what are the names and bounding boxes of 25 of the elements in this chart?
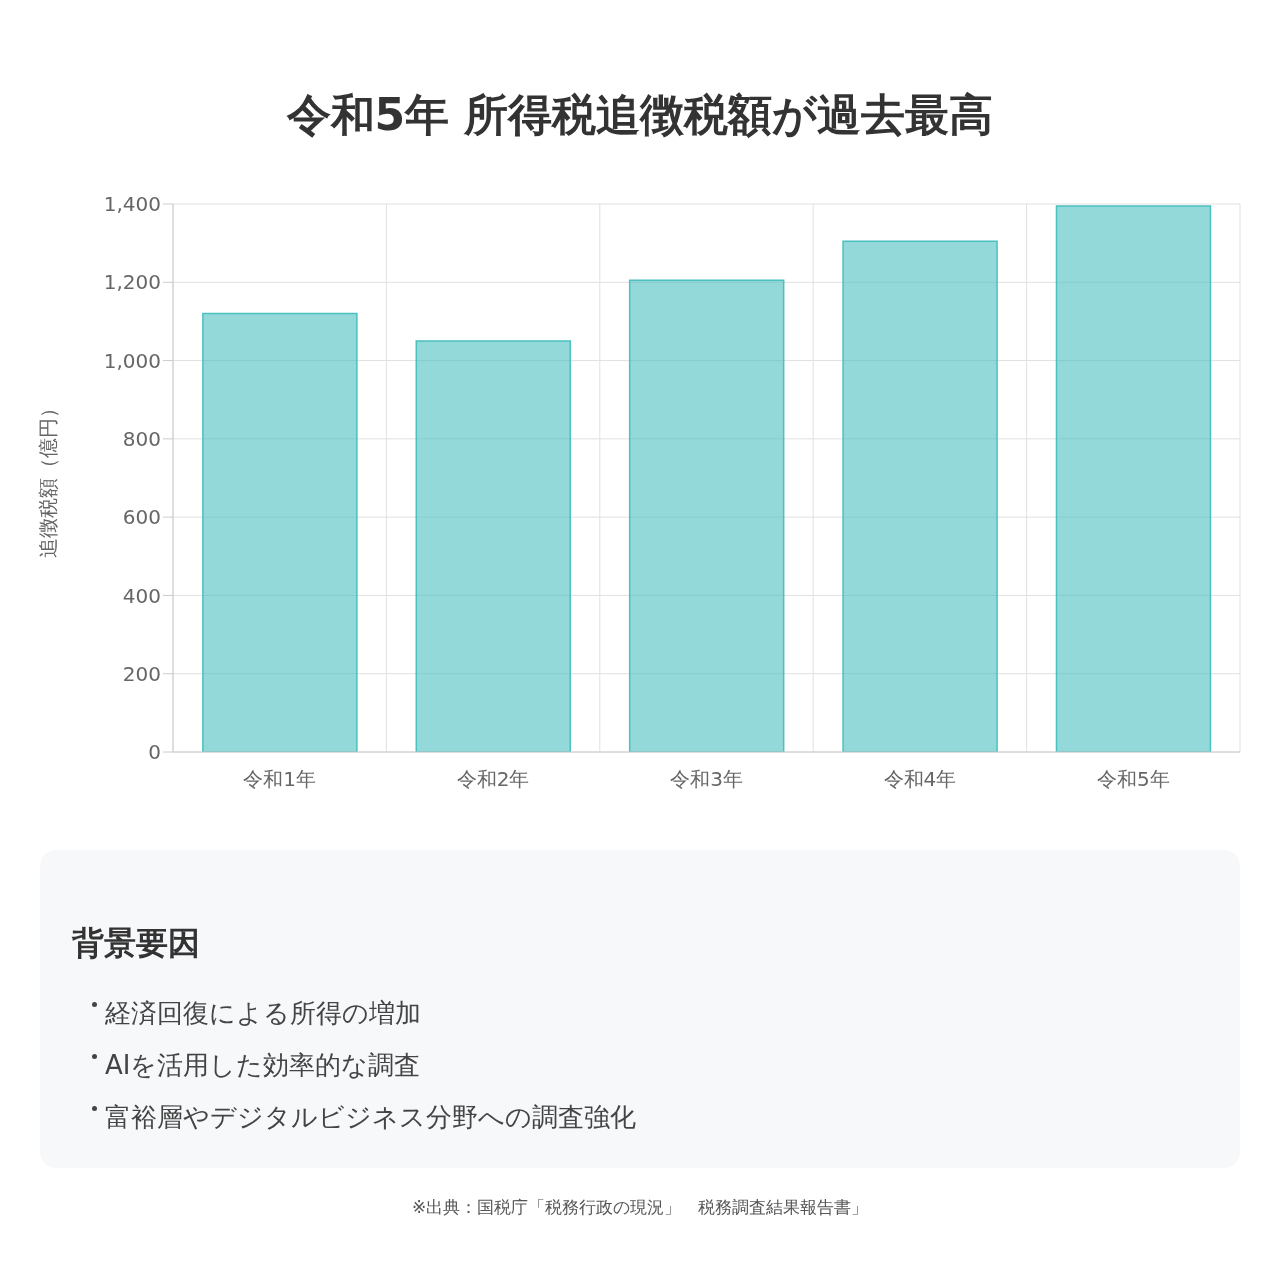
x-tick-label: 令和1年 xyxy=(243,767,317,792)
y-tick-label: 1,400 xyxy=(103,192,161,217)
y-tick-label: 0 xyxy=(148,740,161,765)
y-axis-title: 追徴税額（億円） xyxy=(36,398,61,558)
bar xyxy=(842,240,998,752)
bar xyxy=(415,340,572,752)
x-tick-label: 令和2年 xyxy=(456,767,530,792)
y-tick-label: 400 xyxy=(122,583,161,608)
chart-title: 令和5年 所得税追徴税額が過去最高 xyxy=(285,88,995,142)
y-tick-label: 1,200 xyxy=(103,270,161,295)
text: 背景要因 xyxy=(72,923,200,964)
x-tick-label: 令和5年 xyxy=(1096,767,1170,792)
y-tick-label: 200 xyxy=(122,661,161,686)
bar xyxy=(202,312,358,752)
y-tick-label: 600 xyxy=(122,505,161,530)
text: 富裕層やデジタルビジネス分野への調査強化 xyxy=(104,1101,636,1134)
y-tick-label: 800 xyxy=(122,426,161,451)
x-tick-label: 令和4年 xyxy=(883,767,957,792)
bar xyxy=(1055,205,1212,752)
y-tick-label: 1,000 xyxy=(103,348,161,373)
text: ※出典：国税庁「税務行政の現況」 税務調査結果報告書」 xyxy=(410,1196,870,1219)
bar xyxy=(628,279,785,752)
x-tick-label: 令和3年 xyxy=(670,767,743,792)
text: 経済回復による所得の増加 xyxy=(104,997,421,1030)
text: AIを活用した効率的な調査 xyxy=(104,1049,421,1082)
